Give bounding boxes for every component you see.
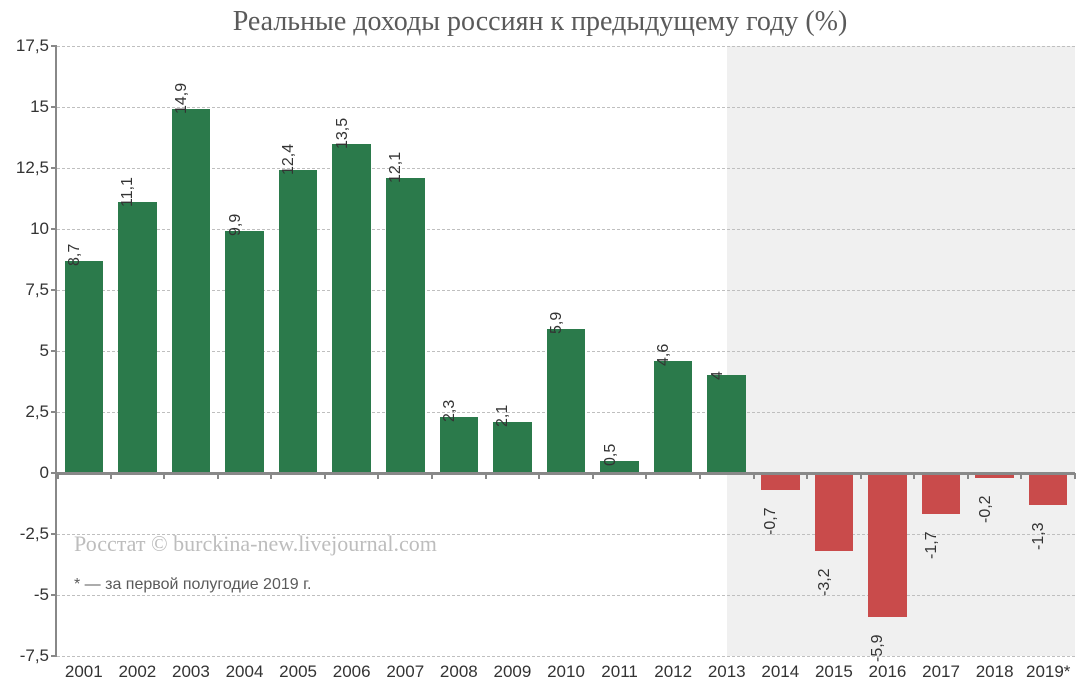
- y-tick-mark: [51, 411, 57, 413]
- y-tick-mark: [51, 594, 57, 596]
- x-tick-label: 2003: [172, 656, 210, 682]
- x-tick-label: 2014: [761, 656, 799, 682]
- x-tick-mark: [1020, 473, 1022, 479]
- chart-container: Реальные доходы россиян к предыдущему го…: [0, 0, 1080, 687]
- gridline: [57, 107, 1075, 108]
- bar: [547, 329, 586, 473]
- bar: [868, 473, 907, 617]
- y-tick-mark: [51, 655, 57, 657]
- x-tick-label: 2005: [279, 656, 317, 682]
- y-tick-mark: [51, 228, 57, 230]
- bar: [332, 144, 371, 473]
- bar-value-label: 2,1: [494, 405, 512, 427]
- gridline: [57, 595, 1075, 596]
- bar-value-label: -1,7: [923, 532, 941, 560]
- y-tick-mark: [51, 350, 57, 352]
- x-tick-mark: [967, 473, 969, 479]
- bar: [815, 473, 854, 551]
- x-tick-mark: [860, 473, 862, 479]
- bar: [225, 231, 264, 473]
- chart-title: Реальные доходы россиян к предыдущему го…: [0, 6, 1080, 38]
- x-tick-label: 2009: [493, 656, 531, 682]
- x-tick-label: 2006: [333, 656, 371, 682]
- x-tick-mark: [538, 473, 540, 479]
- x-tick-mark: [110, 473, 112, 479]
- y-tick-mark: [51, 289, 57, 291]
- y-tick-mark: [51, 106, 57, 108]
- y-tick-mark: [51, 45, 57, 47]
- bar-value-label: 12,4: [280, 144, 298, 175]
- x-tick-mark: [1074, 473, 1076, 479]
- x-tick-label: 2001: [65, 656, 103, 682]
- x-tick-label: 2010: [547, 656, 585, 682]
- bar-value-label: 12,1: [387, 152, 405, 183]
- x-tick-label: 2012: [654, 656, 692, 682]
- x-tick-mark: [485, 473, 487, 479]
- gridline: [57, 46, 1075, 47]
- x-tick-label: 2002: [118, 656, 156, 682]
- bar: [386, 178, 425, 473]
- bar-value-label: 4,6: [655, 344, 673, 366]
- x-tick-mark: [699, 473, 701, 479]
- bar: [493, 422, 532, 473]
- bar: [922, 473, 961, 514]
- x-tick-label: 2011: [601, 656, 638, 682]
- x-tick-mark: [913, 473, 915, 479]
- plot-area: -7,5-5-2,502,557,51012,51517,5 8,711,114…: [55, 46, 1075, 656]
- y-tick-mark: [51, 533, 57, 535]
- bar-value-label: 11,1: [119, 177, 137, 207]
- x-tick-label: 2004: [226, 656, 264, 682]
- bar-value-label: -0,2: [977, 495, 995, 523]
- bar-value-label: 2,3: [441, 400, 459, 422]
- x-tick-mark: [324, 473, 326, 479]
- x-tick-label: 2013: [708, 656, 746, 682]
- bar-value-label: 13,5: [334, 117, 352, 148]
- x-tick-label: 2008: [440, 656, 478, 682]
- bar-value-label: -1,3: [1030, 522, 1048, 550]
- bar: [118, 202, 157, 473]
- bar: [279, 170, 318, 473]
- watermark-text: Росстат © burckina-new.livejournal.com: [74, 531, 437, 557]
- x-tick-mark: [645, 473, 647, 479]
- x-tick-mark: [163, 473, 165, 479]
- bar: [654, 361, 693, 473]
- bar: [761, 473, 800, 490]
- x-tick-label: 2018: [976, 656, 1014, 682]
- bar-value-label: 9,9: [227, 214, 245, 236]
- x-tick-label: 2019*: [1026, 656, 1070, 682]
- bar: [1029, 473, 1068, 505]
- x-tick-label: 2015: [815, 656, 853, 682]
- footnote-text: * — за первой полугодие 2019 г.: [74, 576, 311, 594]
- x-tick-mark: [270, 473, 272, 479]
- x-tick-mark: [431, 473, 433, 479]
- x-tick-mark: [377, 473, 379, 479]
- bar-value-label: 14,9: [173, 83, 191, 114]
- x-tick-label: 2007: [386, 656, 424, 682]
- x-tick-mark: [592, 473, 594, 479]
- x-tick-mark: [217, 473, 219, 479]
- zero-line: [57, 472, 1075, 475]
- bar-value-label: 5,9: [548, 312, 566, 334]
- x-tick-mark: [806, 473, 808, 479]
- x-tick-mark: [753, 473, 755, 479]
- bar-value-label: 8,7: [66, 243, 84, 265]
- x-tick-label: 2016: [869, 656, 907, 682]
- x-tick-label: 2017: [922, 656, 960, 682]
- bar: [440, 417, 479, 473]
- y-tick-mark: [51, 167, 57, 169]
- bar-value-label: -3,2: [816, 569, 834, 597]
- bar: [707, 375, 746, 473]
- bar-value-label: 4: [709, 371, 727, 380]
- x-tick-mark: [57, 473, 59, 479]
- bar: [172, 109, 211, 473]
- bar-value-label: -0,7: [762, 508, 780, 536]
- bar-value-label: 0,5: [602, 444, 620, 466]
- bar: [65, 261, 104, 473]
